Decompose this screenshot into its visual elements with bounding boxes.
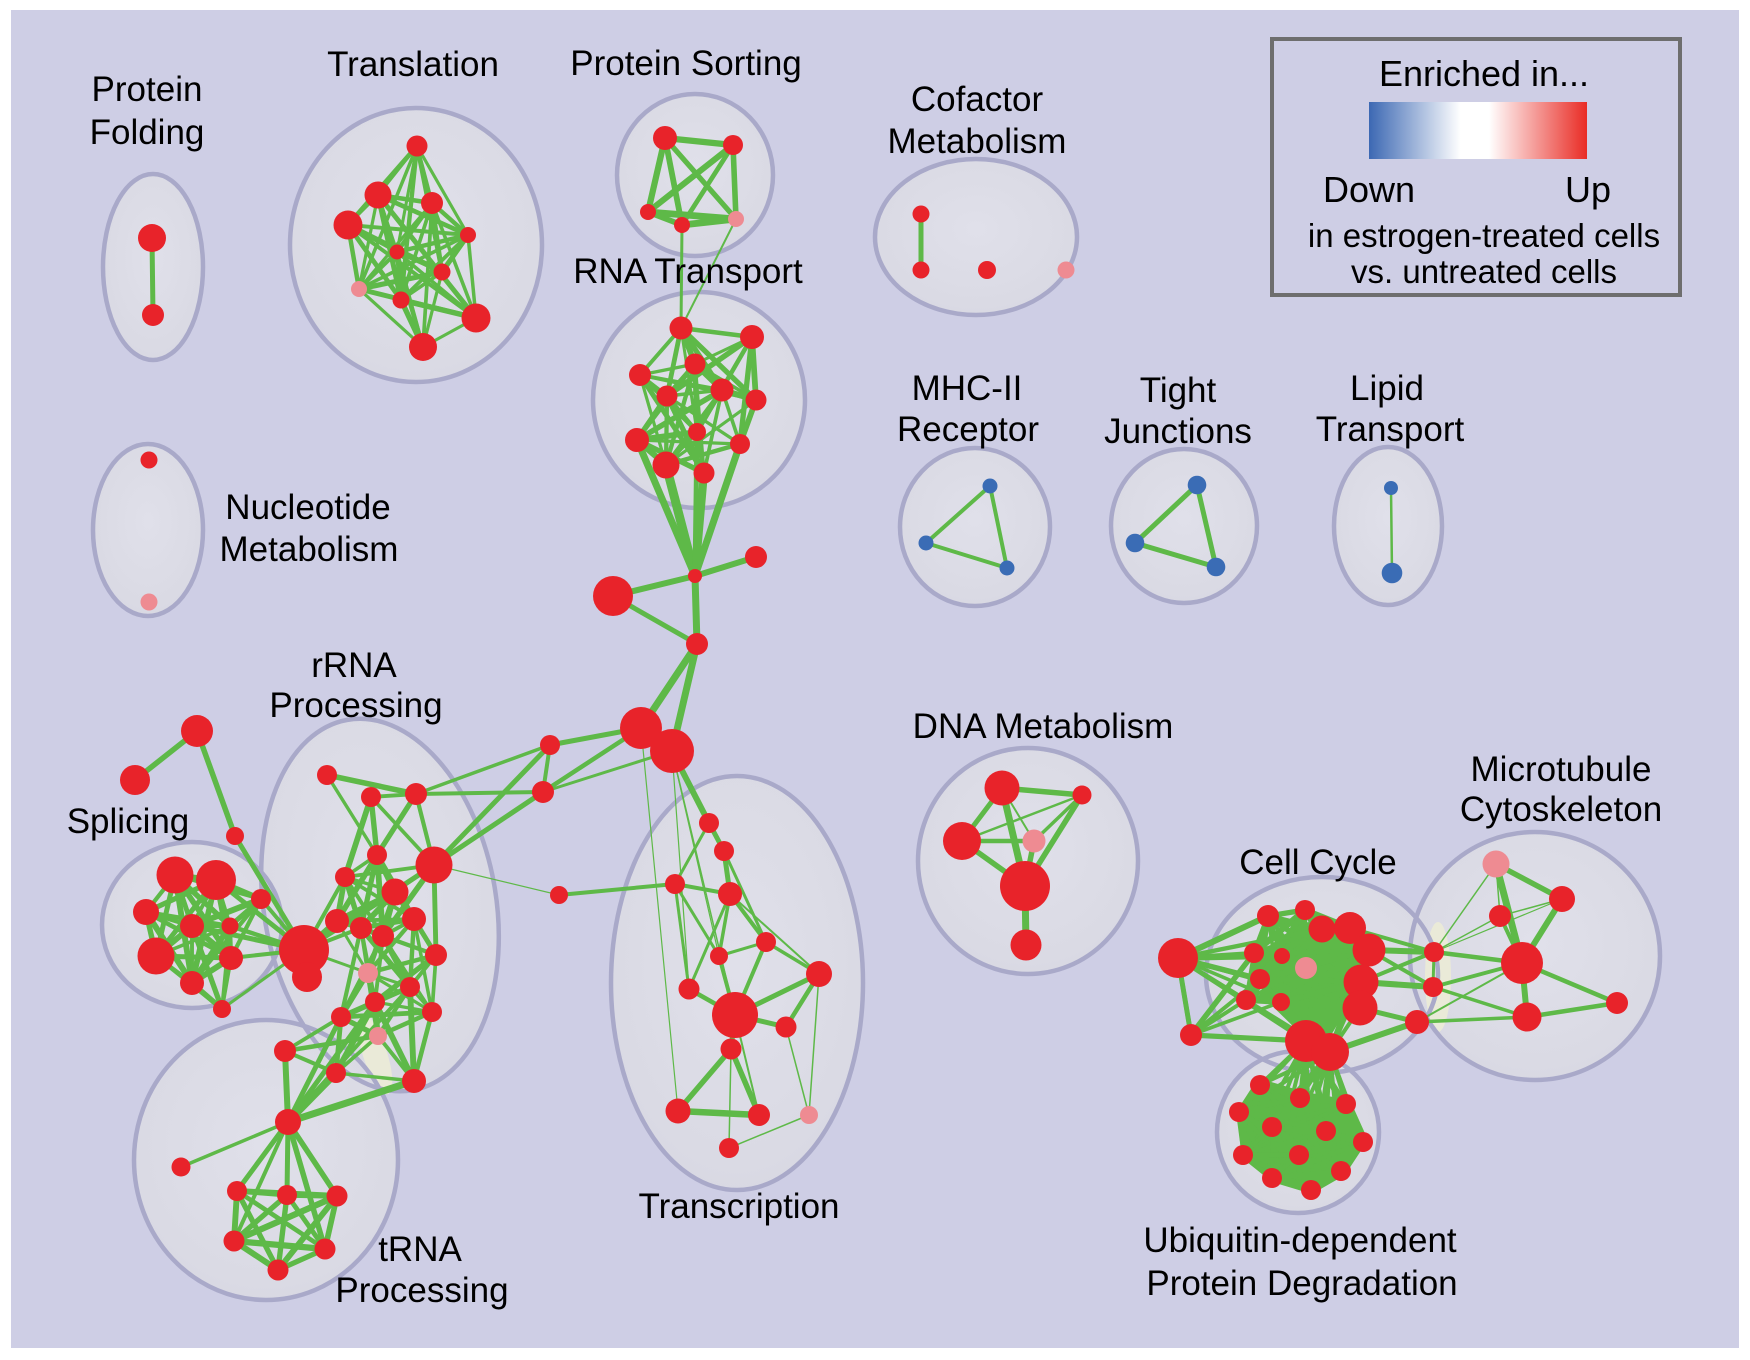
svg-text:Lipid: Lipid <box>1350 369 1424 408</box>
svg-text:Ubiquitin-dependent: Ubiquitin-dependent <box>1143 1221 1457 1260</box>
svg-text:Enriched in...: Enriched in... <box>1379 53 1589 94</box>
svg-text:rRNA: rRNA <box>311 646 397 685</box>
svg-text:Protein Sorting: Protein Sorting <box>570 44 802 83</box>
svg-text:Microtubule: Microtubule <box>1471 750 1652 789</box>
svg-text:Transcription: Transcription <box>639 1187 840 1226</box>
svg-text:MHC-II: MHC-II <box>912 369 1023 408</box>
svg-text:Nucleotide: Nucleotide <box>225 488 390 527</box>
svg-text:vs. untreated cells: vs. untreated cells <box>1351 253 1617 290</box>
svg-text:Cell Cycle: Cell Cycle <box>1239 843 1397 882</box>
svg-text:tRNA: tRNA <box>378 1230 462 1269</box>
svg-text:Transport: Transport <box>1316 410 1465 449</box>
svg-text:in estrogen-treated cells: in estrogen-treated cells <box>1308 217 1660 254</box>
svg-text:Metabolism: Metabolism <box>888 122 1067 161</box>
svg-text:Translation: Translation <box>327 45 499 84</box>
svg-text:Processing: Processing <box>335 1271 508 1310</box>
svg-text:Down: Down <box>1323 169 1415 210</box>
svg-text:DNA Metabolism: DNA Metabolism <box>913 707 1174 746</box>
svg-text:Protein: Protein <box>92 70 203 109</box>
svg-text:Cofactor: Cofactor <box>911 80 1044 119</box>
svg-text:Up: Up <box>1565 169 1611 210</box>
svg-text:Cytoskeleton: Cytoskeleton <box>1460 790 1662 829</box>
svg-text:Junctions: Junctions <box>1104 412 1252 451</box>
svg-text:Tight: Tight <box>1140 371 1217 410</box>
svg-text:Processing: Processing <box>269 686 442 725</box>
svg-text:Receptor: Receptor <box>897 410 1039 449</box>
svg-text:Folding: Folding <box>90 113 205 152</box>
svg-text:Metabolism: Metabolism <box>220 530 399 569</box>
svg-text:RNA Transport: RNA Transport <box>573 252 803 291</box>
svg-text:Splicing: Splicing <box>67 802 190 841</box>
svg-text:Protein Degradation: Protein Degradation <box>1146 1264 1457 1303</box>
